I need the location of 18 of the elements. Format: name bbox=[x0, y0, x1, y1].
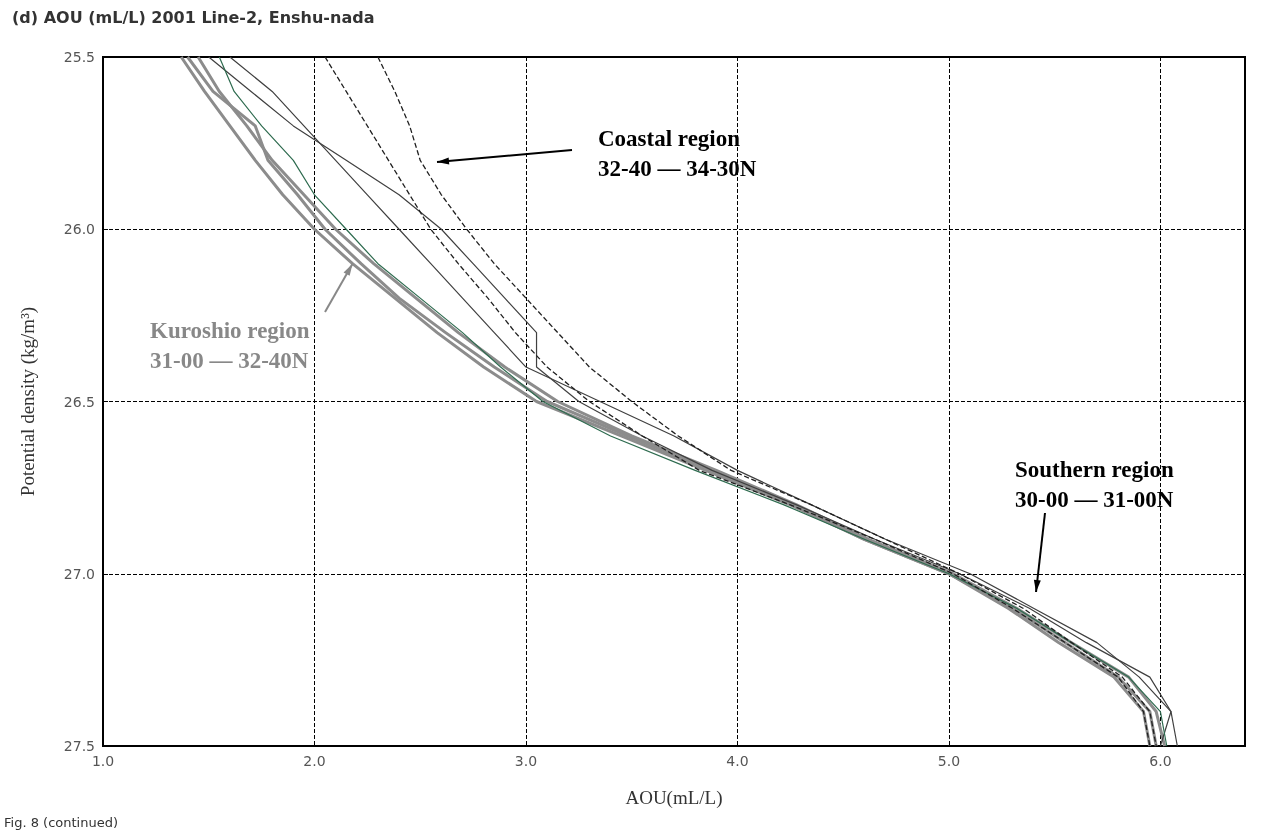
x-tick-label: 6.0 bbox=[1149, 753, 1172, 769]
annotation: Southern region 30-00 — 31-00N bbox=[1015, 456, 1174, 514]
x-tick-label: 1.0 bbox=[91, 753, 115, 769]
x-tick-label: 3.0 bbox=[514, 753, 538, 769]
y-tick-label: 27.5 bbox=[63, 738, 95, 754]
y-axis-title: Potential density (kg/m³) bbox=[17, 306, 39, 497]
caption: Fig. 8 (continued) bbox=[4, 815, 118, 830]
y-tick-label: 25.5 bbox=[63, 49, 95, 65]
y-tick-label: 26.5 bbox=[63, 393, 95, 410]
x-tick-label: 2.0 bbox=[303, 753, 326, 769]
y-tick-label: 26.0 bbox=[63, 221, 95, 238]
chart-title: (d) AOU (mL/L) 2001 Line-2, Enshu-nada bbox=[12, 8, 375, 27]
annotation: Coastal region 32-40 — 34-30N bbox=[598, 125, 757, 183]
y-tick-label: 27.0 bbox=[63, 565, 95, 582]
x-tick-label: 4.0 bbox=[726, 753, 749, 769]
x-tick-label: 5.0 bbox=[937, 753, 961, 769]
x-axis-title: AOU(mL/L) bbox=[625, 787, 723, 809]
annotation: Kuroshio region 31-00 — 32-40N bbox=[150, 317, 310, 375]
